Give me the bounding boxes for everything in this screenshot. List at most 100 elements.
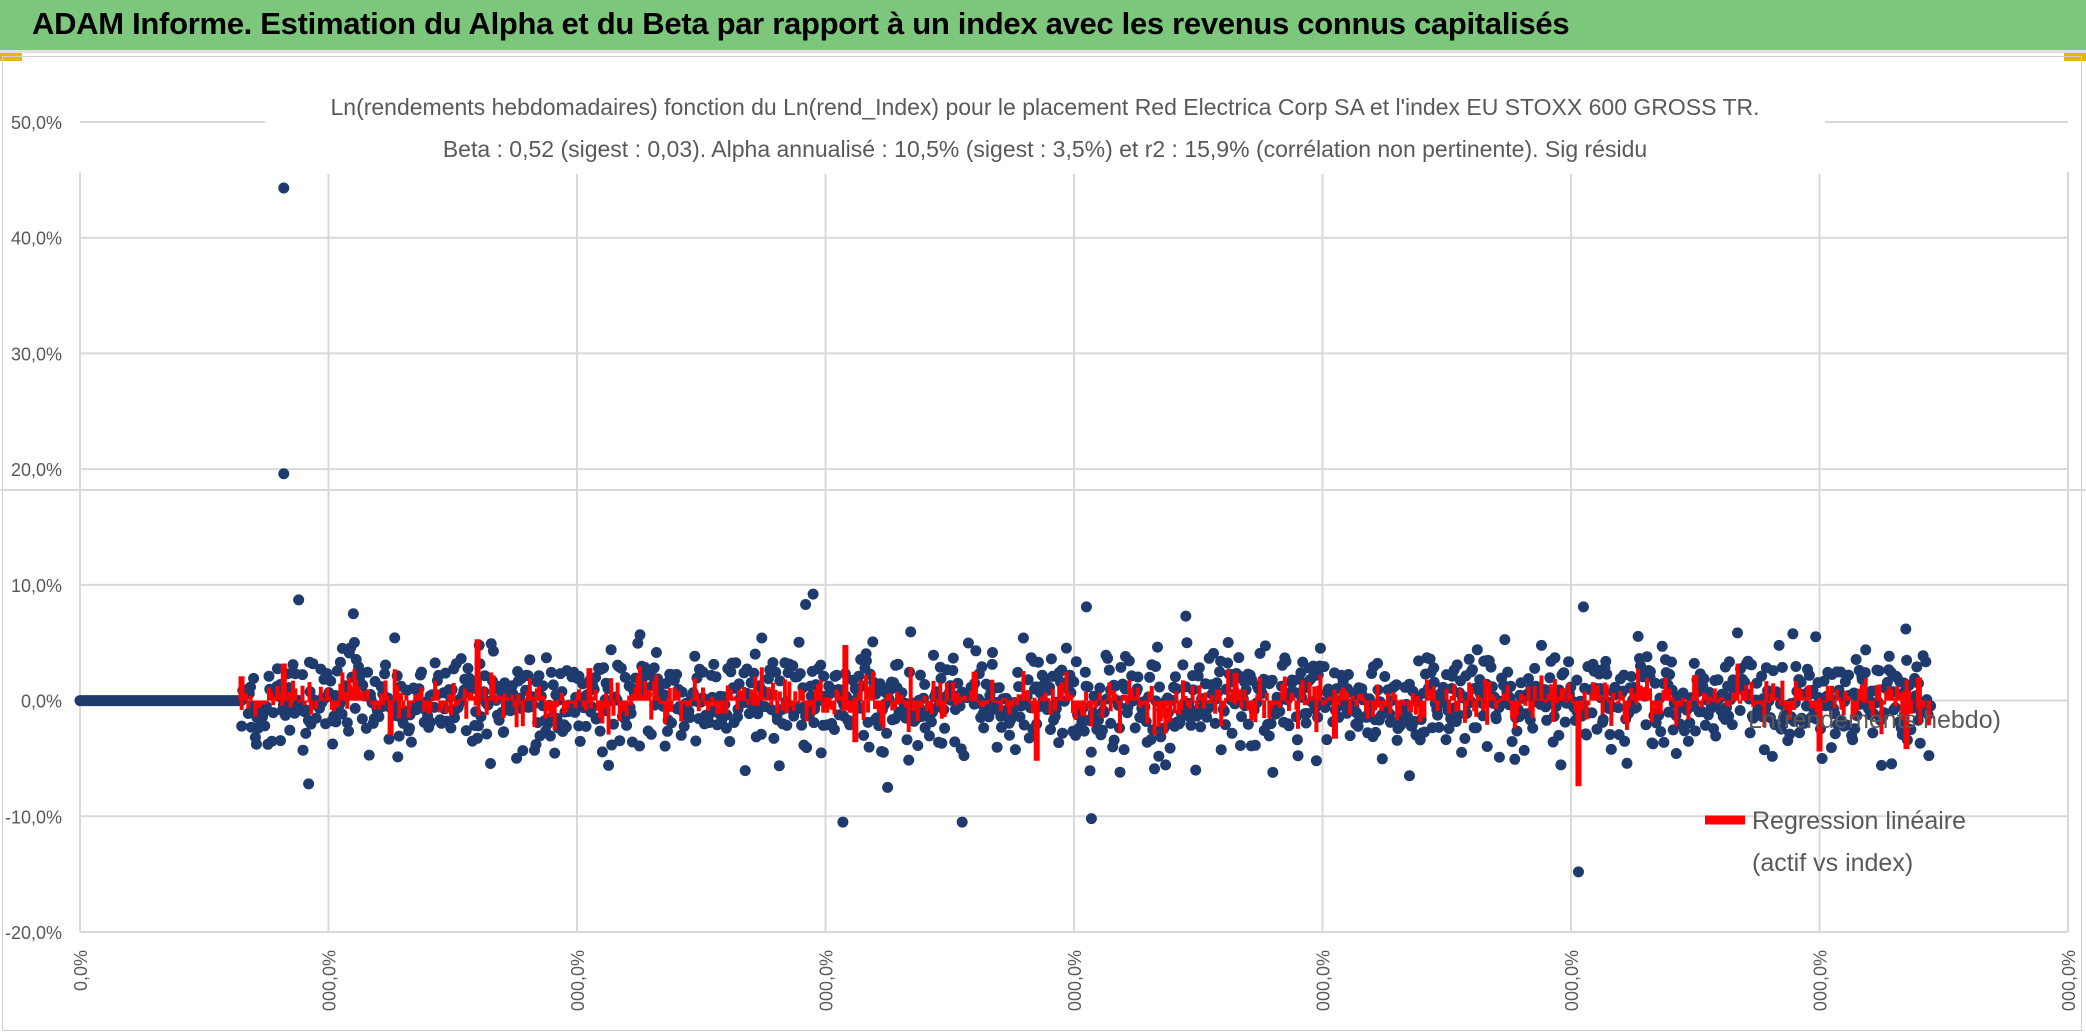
data-point	[762, 673, 774, 685]
data-point	[1181, 637, 1193, 649]
x-tick-label: 000,0%	[320, 950, 340, 1011]
data-point	[341, 717, 353, 729]
data-point	[1597, 714, 1609, 725]
data-point	[1621, 757, 1633, 769]
data-point	[1195, 721, 1206, 733]
data-point	[675, 729, 687, 741]
data-point	[603, 759, 615, 771]
title-background	[265, 86, 1825, 174]
data-point	[1222, 637, 1234, 648]
data-point	[1795, 676, 1807, 688]
data-point	[1155, 731, 1167, 743]
report-title: ADAM Informe. Estimation du Alpha et du …	[32, 6, 1570, 41]
outlier-point	[278, 468, 290, 480]
data-point	[392, 751, 404, 763]
outlier-point	[800, 599, 812, 611]
data-point	[1452, 709, 1464, 721]
data-point	[619, 671, 631, 683]
data-point	[307, 658, 319, 670]
data-point	[901, 734, 913, 746]
y-tick-label: 50,0%	[11, 113, 62, 133]
legend-label-regression-2: (actif vs index)	[1752, 849, 1913, 877]
legend-label-regression-1: Regression linéaire	[1752, 807, 1966, 835]
data-point	[1009, 744, 1021, 756]
data-point	[1280, 655, 1292, 667]
x-tick-label: 0,0%	[71, 950, 91, 991]
data-point	[1600, 655, 1612, 667]
data-point	[881, 727, 893, 739]
data-point	[986, 658, 998, 670]
data-point	[1291, 734, 1303, 746]
data-point	[297, 669, 308, 681]
data-point	[1555, 759, 1567, 771]
x-tick-label: 000,0%	[817, 950, 837, 1011]
data-point	[1070, 656, 1082, 668]
data-point	[1428, 676, 1440, 688]
data-point	[556, 686, 568, 698]
data-point	[1018, 719, 1030, 731]
data-point	[1732, 627, 1743, 639]
legend-marker-points	[1720, 715, 1730, 725]
data-point	[1177, 659, 1189, 671]
data-point	[755, 728, 767, 740]
data-point	[1023, 732, 1035, 744]
data-point	[1391, 679, 1403, 691]
data-point	[1640, 719, 1652, 731]
data-point	[1234, 740, 1246, 751]
data-point	[524, 654, 536, 666]
data-point	[343, 725, 354, 737]
data-point	[935, 673, 947, 684]
regression-series	[238, 639, 1931, 787]
outlier-point	[956, 816, 968, 828]
data-point	[1132, 671, 1144, 683]
data-point	[1790, 661, 1802, 672]
data-point	[1451, 659, 1463, 671]
data-point	[1310, 755, 1322, 767]
x-tick-label: 000,0%	[1314, 950, 1334, 1011]
data-point	[1876, 759, 1887, 771]
data-point	[773, 760, 785, 772]
data-point	[928, 649, 939, 661]
data-point	[1883, 650, 1895, 662]
data-point	[1169, 671, 1181, 683]
data-point	[634, 629, 646, 641]
data-point	[1394, 720, 1406, 732]
data-point	[1160, 759, 1172, 771]
chart-title-line2: Beta : 0,52 (sigest : 0,03). Alpha annua…	[443, 136, 1647, 162]
data-point	[404, 722, 415, 734]
data-point	[1658, 736, 1670, 748]
data-point	[1612, 702, 1624, 714]
data-point	[1079, 666, 1091, 678]
x-tick-label: 000,0%	[568, 950, 588, 1011]
data-point	[1094, 682, 1106, 694]
chart-title-group: Ln(rendements hebdomadaires) fonction du…	[265, 86, 1825, 174]
data-point	[1440, 734, 1452, 746]
data-point	[1775, 723, 1787, 735]
data-point	[287, 659, 299, 671]
data-point	[1601, 668, 1613, 680]
data-point	[547, 679, 559, 691]
data-point	[1084, 765, 1096, 777]
data-point	[1641, 651, 1653, 663]
data-point	[1191, 710, 1203, 722]
data-point	[1734, 705, 1746, 716]
legend: Ln(rendements hebdo) Regression linéaire…	[1705, 706, 2001, 877]
data-point	[684, 712, 696, 723]
data-point	[1810, 631, 1822, 643]
data-point	[250, 738, 262, 750]
data-point	[325, 675, 337, 687]
data-point	[1300, 717, 1312, 729]
data-point	[1586, 707, 1598, 719]
data-point	[936, 737, 948, 749]
data-point	[1236, 711, 1247, 723]
data-point	[1847, 734, 1859, 746]
data-point	[336, 708, 348, 720]
data-point	[919, 679, 931, 690]
data-point	[905, 626, 917, 638]
data-point	[1756, 670, 1768, 682]
data-point	[743, 708, 755, 720]
data-point	[1384, 708, 1396, 720]
data-point	[580, 720, 592, 732]
data-point	[733, 678, 745, 690]
data-point	[416, 666, 427, 678]
